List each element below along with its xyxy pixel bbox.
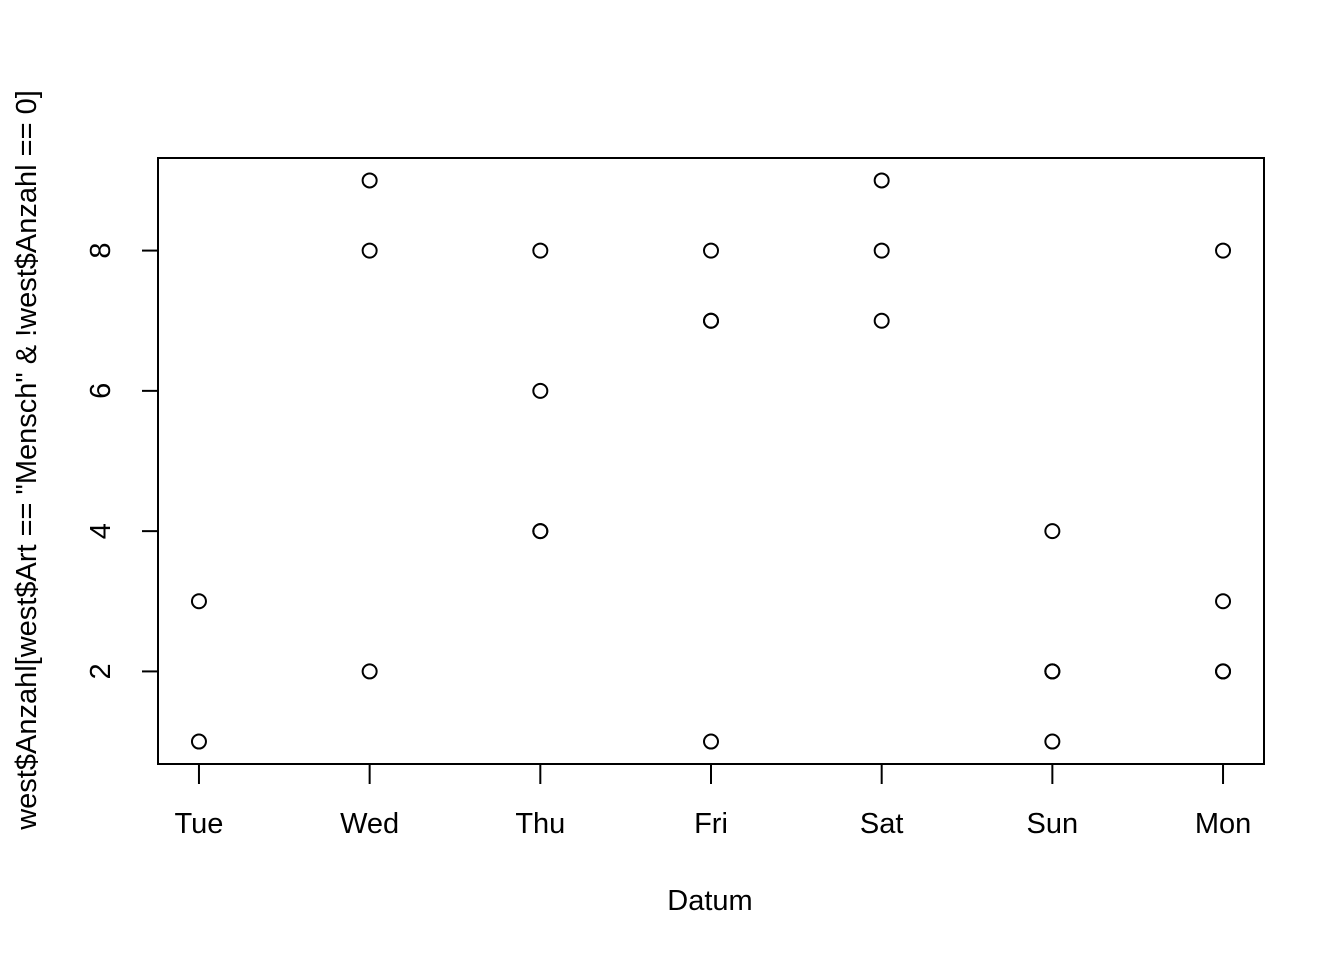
x-axis-title: Datum <box>667 885 752 917</box>
data-point <box>361 242 378 259</box>
x-tick-label: Tue <box>175 808 224 840</box>
data-point <box>703 312 719 329</box>
data-point <box>873 172 890 189</box>
x-tick-label: Fri <box>694 808 728 840</box>
y-axis-title: west$Anzahl[west$Art == "Mensch" & !west… <box>11 90 43 831</box>
data-point <box>703 733 719 750</box>
data-point <box>532 242 549 259</box>
x-tick-label: Sat <box>860 808 904 840</box>
data-point <box>1044 663 1061 680</box>
data-point <box>532 382 549 399</box>
data-point <box>532 523 549 540</box>
x-tick-label: Sun <box>1027 808 1079 840</box>
y-tick-label: 4 <box>85 523 117 539</box>
data-point <box>1215 242 1232 259</box>
data-points <box>190 172 1232 750</box>
data-point <box>1044 733 1061 750</box>
x-tick-label: Mon <box>1195 808 1251 840</box>
x-axis: Tue Wed Thu Fri Sat Sun Mon <box>175 763 1251 840</box>
data-point <box>873 242 890 259</box>
data-point <box>361 172 378 189</box>
y-axis: 2 4 6 8 <box>85 243 159 679</box>
data-point <box>1044 523 1061 540</box>
data-point <box>190 593 207 610</box>
data-point <box>703 242 719 259</box>
data-point <box>190 733 207 750</box>
x-tick-label: Thu <box>515 808 565 840</box>
data-point <box>361 663 378 680</box>
x-tick-label: Wed <box>340 808 399 840</box>
y-tick-label: 2 <box>85 663 117 679</box>
y-tick-label: 8 <box>85 243 117 259</box>
data-point <box>1215 593 1232 610</box>
data-point <box>1215 663 1232 680</box>
data-point <box>873 312 890 329</box>
y-tick-label: 6 <box>85 383 117 399</box>
